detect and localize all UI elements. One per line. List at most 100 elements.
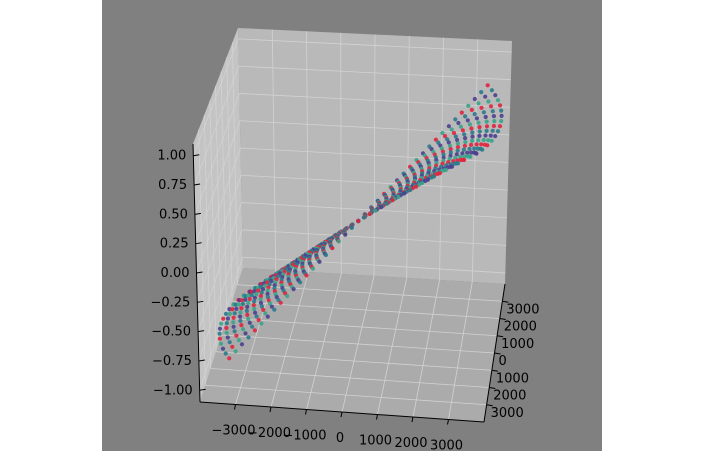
scatter-point	[223, 351, 228, 356]
y-tick	[502, 300, 509, 303]
scatter-point	[259, 321, 264, 326]
scatter-point	[474, 151, 479, 156]
scatter-point	[246, 335, 251, 340]
scatter-point	[272, 307, 277, 312]
scatter-point	[466, 103, 471, 108]
scatter-point	[460, 128, 465, 133]
scatter-point	[252, 299, 257, 304]
scatter-point	[343, 232, 348, 237]
scatter-point	[227, 307, 232, 312]
x-tick	[340, 411, 343, 418]
scatter-point	[488, 133, 493, 138]
scatter-point	[239, 298, 244, 303]
scatter-point	[230, 344, 235, 349]
scatter-point	[253, 310, 258, 315]
scatter-point	[356, 218, 361, 224]
scatter-point	[258, 300, 264, 306]
scatter-point	[499, 118, 504, 124]
scatter-point	[239, 306, 244, 311]
scatter-point	[491, 114, 496, 119]
scatter-point	[217, 336, 222, 341]
scatter-point	[484, 128, 489, 133]
z-tick	[197, 300, 204, 303]
z-tick	[199, 388, 206, 391]
y-tick-label: 3000	[506, 302, 539, 317]
scatter-point	[470, 134, 475, 139]
scatter-point	[241, 327, 246, 332]
scatter-point	[485, 83, 490, 88]
y-tick	[491, 369, 498, 372]
scatter-point	[262, 283, 267, 288]
scatter-point	[236, 338, 241, 343]
z-tick-label: 1.00	[157, 149, 186, 164]
scatter-point	[268, 301, 273, 306]
scatter-point	[486, 99, 491, 104]
scatter-point	[456, 120, 461, 126]
scatter-point	[243, 297, 248, 302]
scatter-point	[446, 124, 451, 129]
y-tick	[489, 387, 496, 389]
scatter-point	[455, 148, 460, 153]
scatter-point	[256, 317, 261, 323]
scatter-point	[225, 316, 230, 321]
z-tick-label: −0.25	[150, 295, 190, 310]
scatter-point	[250, 324, 255, 329]
x-tick	[376, 414, 378, 420]
scatter-point	[446, 140, 451, 145]
scatter-point	[445, 137, 450, 142]
x-axis-ticks: −3000−2000−1000 0 1000 2000 3000	[212, 404, 463, 451]
scatter-point	[231, 324, 236, 329]
scatter-point	[265, 295, 270, 300]
scatter-point	[238, 314, 243, 319]
scatter-point	[258, 294, 263, 299]
scatter-point	[458, 124, 463, 129]
scatter-point	[476, 101, 481, 106]
scatter-point	[291, 287, 296, 292]
scatter-point	[414, 184, 419, 189]
scatter-point	[252, 295, 257, 300]
scatter-point	[469, 107, 474, 112]
scatter-point	[477, 133, 482, 138]
scatter-point	[476, 120, 481, 125]
y-tick-label: 2000	[504, 320, 537, 335]
scatter-point	[448, 147, 453, 152]
z-tick	[193, 154, 200, 157]
scatter-point	[489, 88, 494, 93]
scatter-point	[462, 157, 467, 163]
scatter-point	[285, 293, 290, 299]
scatter-point	[219, 321, 224, 326]
scatter-point	[379, 205, 384, 210]
scatter-point	[497, 124, 503, 129]
x-tick-label: 2000	[394, 436, 427, 451]
z-tick	[198, 330, 205, 333]
y-tick	[486, 404, 493, 407]
scatter-point	[499, 108, 504, 113]
scatter-point	[263, 311, 268, 316]
scatter-point	[231, 315, 236, 320]
scatter-point	[261, 307, 266, 312]
scatter-point	[455, 137, 460, 143]
scatter-point	[431, 174, 436, 179]
x-tick-label: −1000	[283, 429, 327, 444]
scatter-point	[484, 119, 489, 124]
scatter-point	[238, 318, 243, 323]
y-tick	[494, 352, 501, 355]
scatter-point	[249, 293, 254, 298]
y-tick	[499, 318, 506, 320]
y-tick	[497, 335, 504, 338]
scatter-point	[447, 156, 452, 162]
scatter-point	[480, 147, 485, 152]
scatter-point	[217, 326, 223, 331]
x-tick	[269, 406, 272, 413]
scatter-point	[493, 93, 498, 98]
scatter-point	[451, 130, 457, 136]
scatter-point	[465, 150, 470, 155]
scatter-point	[233, 302, 238, 307]
scatter-point	[244, 308, 249, 313]
z-tick-label: −0.75	[152, 354, 192, 369]
scatter-point	[470, 138, 475, 143]
scatter-point	[425, 177, 430, 182]
scatter-point	[260, 287, 266, 292]
scatter-point	[495, 129, 501, 134]
